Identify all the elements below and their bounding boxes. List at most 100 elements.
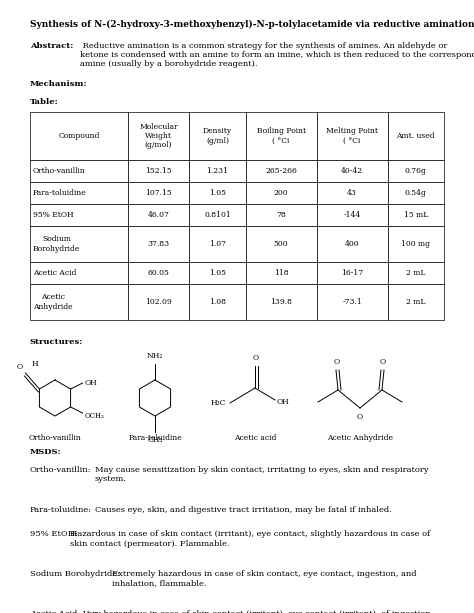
Bar — [128, 160, 189, 182]
Bar — [317, 160, 388, 182]
Bar — [388, 284, 444, 320]
Text: Acetic Acid: Acetic Acid — [33, 269, 76, 277]
Text: 118: 118 — [274, 269, 288, 277]
Text: OH: OH — [277, 398, 290, 406]
Text: O: O — [357, 413, 363, 421]
Text: O: O — [334, 358, 340, 366]
Text: 139.8: 139.8 — [270, 298, 292, 306]
Bar — [388, 182, 444, 204]
Text: Para-toluidine: Para-toluidine — [128, 434, 182, 442]
Bar — [128, 182, 189, 204]
Bar — [189, 284, 246, 320]
Bar — [388, 160, 444, 182]
Text: -73.1: -73.1 — [342, 298, 362, 306]
Text: MSDS:: MSDS: — [30, 448, 62, 456]
Bar — [317, 226, 388, 262]
Text: 1.231: 1.231 — [206, 167, 228, 175]
Bar — [128, 262, 189, 284]
Text: 95% EtOH:: 95% EtOH: — [30, 530, 78, 538]
Text: 1.05: 1.05 — [209, 189, 226, 197]
Text: 0.8101: 0.8101 — [204, 211, 231, 219]
Text: 0.76g: 0.76g — [405, 167, 427, 175]
Text: 102.09: 102.09 — [145, 298, 172, 306]
Bar — [246, 262, 317, 284]
Text: Very hazardous in case of skin contact (irritant), eye contact (irritant), of in: Very hazardous in case of skin contact (… — [82, 609, 431, 613]
Bar — [388, 226, 444, 262]
Text: 0.54g: 0.54g — [405, 189, 427, 197]
Text: OCH₃: OCH₃ — [84, 412, 104, 420]
Text: O: O — [16, 363, 22, 371]
Text: Abstract:: Abstract: — [30, 42, 73, 50]
Bar — [189, 112, 246, 160]
Bar — [189, 160, 246, 182]
Text: 46.07: 46.07 — [148, 211, 170, 219]
Text: Acetic Anhydride: Acetic Anhydride — [327, 434, 393, 442]
Text: H: H — [31, 360, 38, 368]
Bar — [388, 262, 444, 284]
Bar — [388, 204, 444, 226]
Bar — [246, 226, 317, 262]
Text: NH₂: NH₂ — [147, 352, 163, 360]
Text: O: O — [380, 358, 386, 366]
Text: 107.15: 107.15 — [145, 189, 172, 197]
Bar — [317, 182, 388, 204]
Bar — [246, 112, 317, 160]
Text: Para-toluidine:: Para-toluidine: — [30, 506, 92, 514]
Text: 16-17: 16-17 — [341, 269, 363, 277]
Text: 1.08: 1.08 — [209, 298, 226, 306]
Text: 2 mL: 2 mL — [406, 298, 426, 306]
Text: 95% EtOH: 95% EtOH — [33, 211, 73, 219]
Text: Reductive amination is a common strategy for the synthesis of amines. An aldehyd: Reductive amination is a common strategy… — [80, 42, 474, 69]
Text: Density
(g/ml): Density (g/ml) — [203, 128, 232, 145]
Text: Structures:: Structures: — [30, 338, 83, 346]
Text: Compound: Compound — [58, 132, 100, 140]
Text: Table:: Table: — [30, 98, 59, 106]
Bar — [30, 182, 128, 204]
Text: O: O — [253, 354, 259, 362]
Text: 400: 400 — [345, 240, 359, 248]
Bar — [317, 284, 388, 320]
Text: 15 mL: 15 mL — [404, 211, 428, 219]
Text: Mechanism:: Mechanism: — [30, 80, 88, 88]
Text: 100 mg: 100 mg — [401, 240, 430, 248]
Text: Ortho-vanillin:: Ortho-vanillin: — [30, 466, 91, 474]
Text: Acetic Acid:: Acetic Acid: — [30, 609, 80, 613]
Text: Molecular
Weight
(g/mol): Molecular Weight (g/mol) — [139, 123, 178, 149]
Text: 265-266: 265-266 — [265, 167, 297, 175]
Bar — [128, 112, 189, 160]
Bar — [189, 182, 246, 204]
Bar — [128, 284, 189, 320]
Bar — [189, 226, 246, 262]
Bar — [189, 204, 246, 226]
Text: Sodium Borohydride:: Sodium Borohydride: — [30, 570, 120, 578]
Bar — [246, 204, 317, 226]
Text: Ortho-vanillin: Ortho-vanillin — [33, 167, 86, 175]
Text: Para-toluidine: Para-toluidine — [33, 189, 87, 197]
Text: Melting Point
( °Ci: Melting Point ( °Ci — [326, 128, 378, 145]
Bar — [246, 284, 317, 320]
Text: May cause sensitization by skin contact, irritating to eyes, skin and respirator: May cause sensitization by skin contact,… — [95, 466, 428, 483]
Bar — [30, 204, 128, 226]
Bar — [246, 182, 317, 204]
Text: Causes eye, skin, and digestive tract irritation, may be fatal if inhaled.: Causes eye, skin, and digestive tract ir… — [95, 506, 392, 514]
Text: 200: 200 — [274, 189, 288, 197]
Text: 1.05: 1.05 — [209, 269, 226, 277]
Text: Sodium
Borohydride: Sodium Borohydride — [33, 235, 81, 253]
Bar — [30, 284, 128, 320]
Bar — [30, 226, 128, 262]
Text: 40-42: 40-42 — [341, 167, 363, 175]
Text: Acetic
Anhydride: Acetic Anhydride — [33, 294, 73, 311]
Text: 60.05: 60.05 — [148, 269, 170, 277]
Text: CH₃: CH₃ — [147, 436, 163, 444]
Text: 2 mL: 2 mL — [406, 269, 426, 277]
Bar — [30, 160, 128, 182]
Text: 37.83: 37.83 — [147, 240, 170, 248]
Bar — [30, 262, 128, 284]
Text: Synthesis of N-(2-hydroxy-3-methoxybenzyl)-N-p-tolylacetamide via reductive amin: Synthesis of N-(2-hydroxy-3-methoxybenzy… — [30, 20, 474, 29]
Text: -144: -144 — [344, 211, 361, 219]
Bar — [189, 262, 246, 284]
Text: H₃C: H₃C — [210, 399, 226, 407]
Text: Hazardous in case of skin contact (irritant), eye contact, slightly hazardous in: Hazardous in case of skin contact (irrit… — [70, 530, 430, 547]
Bar — [128, 204, 189, 226]
Text: 78: 78 — [276, 211, 286, 219]
